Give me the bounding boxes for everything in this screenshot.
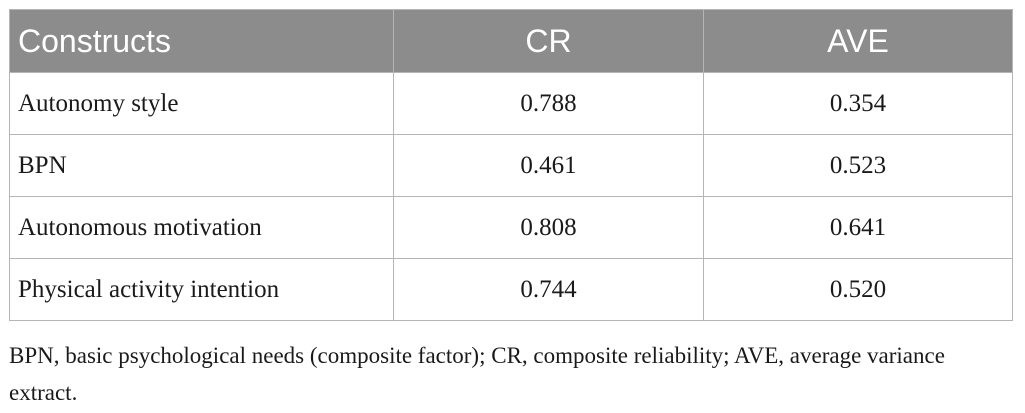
table-row: Physical activity intention 0.744 0.520: [9, 258, 1013, 321]
table-row: Autonomy style 0.788 0.354: [9, 72, 1013, 135]
table-footnote: BPN, basic psychological needs (composit…: [9, 343, 945, 405]
construct-cell: Autonomy style: [9, 72, 394, 135]
cr-cell: 0.788: [393, 72, 704, 135]
data-table-container: Constructs CR AVE Autonomy style 0.788 0…: [9, 9, 1013, 321]
ave-cell: 0.520: [703, 258, 1013, 321]
header-ave: AVE: [703, 9, 1013, 73]
ave-cell: 0.523: [703, 134, 1013, 197]
ave-cell: 0.354: [703, 72, 1013, 135]
construct-cell: Physical activity intention: [9, 258, 394, 321]
cr-cell: 0.461: [393, 134, 704, 197]
table-row: BPN 0.461 0.523: [9, 134, 1013, 197]
table-body: Autonomy style 0.788 0.354 BPN 0.461 0.5…: [9, 72, 1013, 321]
table-row: Autonomous motivation 0.808 0.641: [9, 196, 1013, 259]
construct-cell: BPN: [9, 134, 394, 197]
header-constructs: Constructs: [9, 9, 394, 73]
table-header: Constructs CR AVE: [9, 9, 1013, 73]
cr-cell: 0.808: [393, 196, 704, 259]
header-cr: CR: [393, 9, 704, 73]
cr-cell: 0.744: [393, 258, 704, 321]
constructs-table: Constructs CR AVE Autonomy style 0.788 0…: [9, 9, 1013, 321]
header-row: Constructs CR AVE: [9, 9, 1013, 73]
ave-cell: 0.641: [703, 196, 1013, 259]
construct-cell: Autonomous motivation: [9, 196, 394, 259]
